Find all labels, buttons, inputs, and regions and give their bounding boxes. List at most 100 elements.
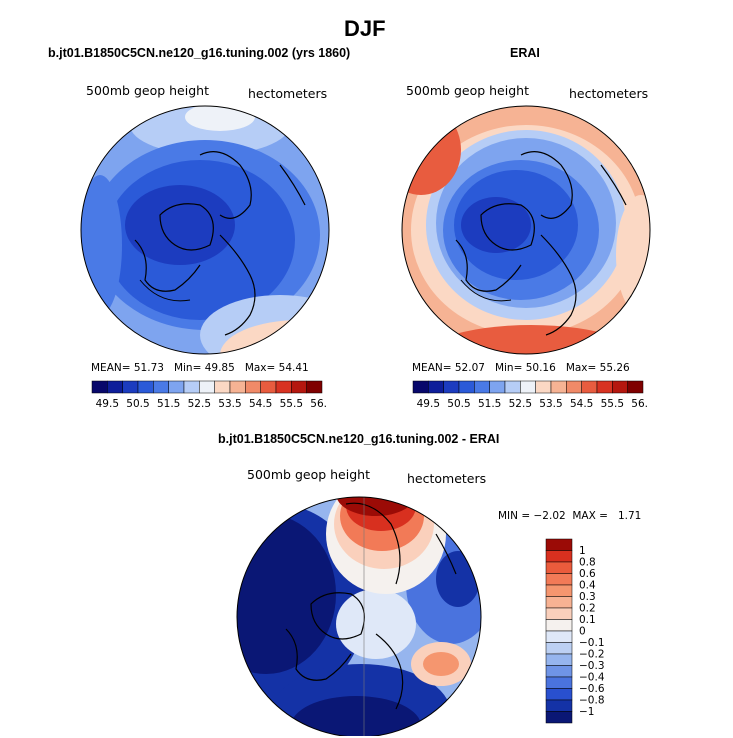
colorbar-swatch xyxy=(412,380,429,394)
panel-2-title: ERAI xyxy=(510,46,540,60)
colorbar-tick-label: −0.3 xyxy=(579,660,605,672)
colorbar-tick-label: 0.4 xyxy=(579,580,596,592)
panel-1-units-label: hectometers xyxy=(248,86,328,101)
panel-1-title: b.jt01.B1850C5CN.ne120_g16.tuning.002 (y… xyxy=(48,46,351,60)
panel-3-field-label: 500mb geop height xyxy=(247,467,370,482)
colorbar-swatch xyxy=(545,550,573,563)
colorbar-swatch xyxy=(520,380,536,394)
colorbar-swatch xyxy=(474,380,490,394)
colorbar-swatch xyxy=(229,380,246,394)
colorbar-swatch xyxy=(545,665,573,678)
colorbar-swatch xyxy=(458,380,475,394)
colorbar-swatch xyxy=(489,380,506,394)
colorbar-tick-label: 55.5 xyxy=(280,398,303,410)
colorbar-swatch xyxy=(291,380,307,394)
colorbar-swatch xyxy=(260,380,277,394)
page-title: DJF xyxy=(344,16,386,41)
colorbar-swatch xyxy=(627,380,644,394)
colorbar-swatch xyxy=(183,380,200,394)
colorbar-tick-label: −0.6 xyxy=(579,683,605,695)
colorbar-tick-label: 56.5 xyxy=(310,398,326,410)
colorbar-swatch xyxy=(168,380,185,394)
colorbar-swatch xyxy=(545,699,573,712)
colorbar-swatch xyxy=(581,380,598,394)
panel-1-field-label: 500mb geop height xyxy=(86,83,209,98)
colorbar-swatch xyxy=(545,630,573,643)
colorbar-swatch xyxy=(214,380,231,394)
colorbar-tick-label: −0.2 xyxy=(579,649,605,661)
colorbar-tick-label: 54.5 xyxy=(249,398,272,410)
colorbar-tick-label: 0 xyxy=(579,626,586,638)
colorbar-swatch xyxy=(275,380,292,394)
colorbar-tick-label: 53.5 xyxy=(218,398,241,410)
colorbar-swatch xyxy=(443,380,460,394)
colorbar-tick-label: 51.5 xyxy=(157,398,180,410)
panel-3-colorbar: 10.80.60.40.30.20.10−0.1−0.2−0.3−0.4−0.6… xyxy=(545,538,605,724)
colorbar-swatch xyxy=(428,380,444,394)
colorbar-tick-label: 1 xyxy=(579,545,586,557)
colorbar-swatch xyxy=(545,573,573,586)
colorbar-swatch xyxy=(545,607,573,620)
panel-3-title: b.jt01.B1850C5CN.ne120_g16.tuning.002 - … xyxy=(218,432,500,446)
colorbar-swatch xyxy=(306,380,323,394)
colorbar-swatch xyxy=(545,619,573,632)
colorbar-tick-label: 0.2 xyxy=(579,603,596,615)
panel-2-field-label: 500mb geop height xyxy=(406,83,529,98)
colorbar-swatch xyxy=(504,380,521,394)
panel-3-units-label: hectometers xyxy=(407,471,487,486)
colorbar-tick-label: −0.1 xyxy=(579,637,605,649)
colorbar-swatch xyxy=(545,711,573,724)
colorbar-swatch xyxy=(545,584,573,597)
colorbar-tick-label: −0.8 xyxy=(579,695,605,707)
colorbar-tick-label: 54.5 xyxy=(570,398,593,410)
colorbar-tick-label: 53.5 xyxy=(539,398,562,410)
colorbar-3-labels: 10.80.60.40.30.20.10−0.1−0.2−0.3−0.4−0.6… xyxy=(579,545,605,718)
colorbar-swatch xyxy=(596,380,613,394)
colorbar-tick-label: 52.5 xyxy=(188,398,211,410)
colorbar-swatch xyxy=(612,380,628,394)
colorbar-tick-label: 50.5 xyxy=(126,398,149,410)
panel-3-minmax: MIN = −2.02 MAX = 1.71 xyxy=(498,510,642,522)
colorbar-swatch xyxy=(199,380,215,394)
colorbar-swatch xyxy=(137,380,154,394)
colorbar-2-labels: 49.5 50.5 51.5 52.5 53.5 54.5 55.5 56.5 xyxy=(417,398,647,410)
colorbar-tick-label: 55.5 xyxy=(601,398,624,410)
colorbar-1-swatches xyxy=(91,380,323,394)
colorbar-swatch xyxy=(545,596,573,609)
colorbar-tick-label: −0.4 xyxy=(579,672,605,684)
colorbar-tick-label: 49.5 xyxy=(96,398,119,410)
colorbar-swatch xyxy=(122,380,139,394)
panel-2-units-label: hectometers xyxy=(569,86,649,101)
colorbar-tick-label: 51.5 xyxy=(478,398,501,410)
colorbar-swatch xyxy=(566,380,582,394)
colorbar-tick-label: 52.5 xyxy=(509,398,532,410)
colorbar-swatch xyxy=(545,642,573,655)
panel-3-polar-map xyxy=(236,496,482,736)
colorbar-swatch xyxy=(550,380,567,394)
panel-2-mean: MEAN= 52.07 Min= 50.16 Max= 55.26 xyxy=(412,362,630,374)
colorbar-swatch xyxy=(245,380,261,394)
panel-1-polar-map xyxy=(80,105,330,355)
colorbar-swatch xyxy=(545,688,573,701)
colorbar-tick-label: 49.5 xyxy=(417,398,440,410)
colorbar-swatch xyxy=(535,380,552,394)
colorbar-1-labels: 49.5 50.5 51.5 52.5 53.5 54.5 55.5 56.5 xyxy=(96,398,326,410)
colorbar-swatch xyxy=(91,380,108,394)
panel-2-colorbar: 49.5 50.5 51.5 52.5 53.5 54.5 55.5 56.5 xyxy=(412,380,647,410)
colorbar-swatch xyxy=(545,538,573,551)
panel-1-mean: MEAN= 51.73 Min= 49.85 Max= 54.41 xyxy=(91,362,309,374)
colorbar-tick-label: 0.1 xyxy=(579,614,596,626)
panel-1-colorbar: 49.5 50.5 51.5 52.5 53.5 54.5 55.5 56.5 xyxy=(91,380,326,410)
colorbar-tick-label: 56.5 xyxy=(631,398,647,410)
colorbar-swatch xyxy=(545,676,573,689)
colorbar-tick-label: 50.5 xyxy=(447,398,470,410)
colorbar-swatch xyxy=(153,380,169,394)
colorbar-swatch xyxy=(545,561,573,574)
panel-2-polar-map xyxy=(401,105,651,355)
colorbar-swatch xyxy=(107,380,123,394)
colorbar-swatch xyxy=(545,653,573,666)
colorbar-tick-label: 0.3 xyxy=(579,591,596,603)
colorbar-tick-label: −1 xyxy=(579,706,594,718)
colorbar-tick-label: 0.8 xyxy=(579,557,596,569)
